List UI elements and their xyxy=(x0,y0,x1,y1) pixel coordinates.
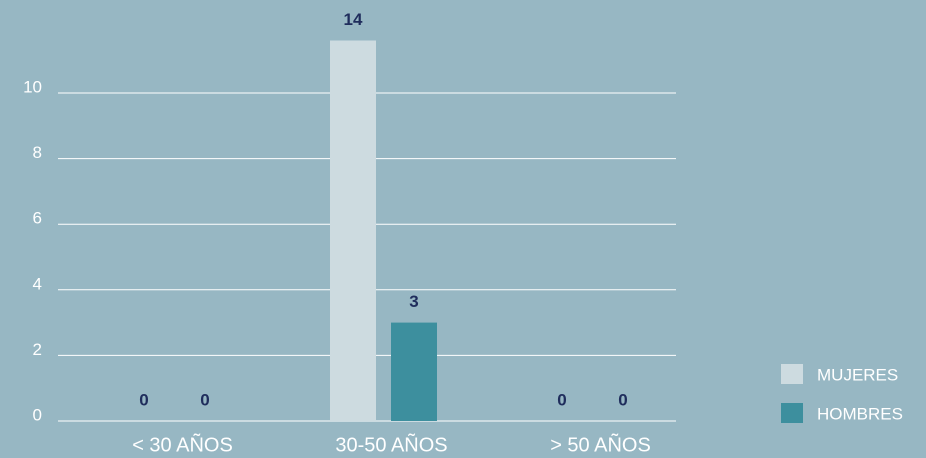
legend-swatch xyxy=(781,364,803,384)
data-label: 0 xyxy=(200,390,209,409)
y-tick-label: 0 xyxy=(33,405,42,424)
data-label: 0 xyxy=(618,390,627,409)
data-label: 3 xyxy=(409,292,418,311)
data-label: 14 xyxy=(344,10,363,29)
legend-label: MUJERES xyxy=(817,365,898,384)
x-tick-label: < 30 AÑOS xyxy=(132,432,233,456)
x-tick-label: 30-50 AÑOS xyxy=(335,432,447,456)
x-tick-label: > 50 AÑOS xyxy=(550,432,651,456)
legend-swatch xyxy=(781,403,803,423)
data-label: 0 xyxy=(557,390,566,409)
data-label: 0 xyxy=(139,390,148,409)
legend-label: HOMBRES xyxy=(817,404,903,423)
y-tick-label: 8 xyxy=(33,143,42,162)
bar xyxy=(391,322,437,421)
y-tick-label: 6 xyxy=(33,209,42,228)
y-tick-label: 10 xyxy=(23,77,42,96)
y-tick-label: 4 xyxy=(33,274,42,293)
y-tick-label: 2 xyxy=(33,340,42,359)
bar xyxy=(330,40,376,421)
